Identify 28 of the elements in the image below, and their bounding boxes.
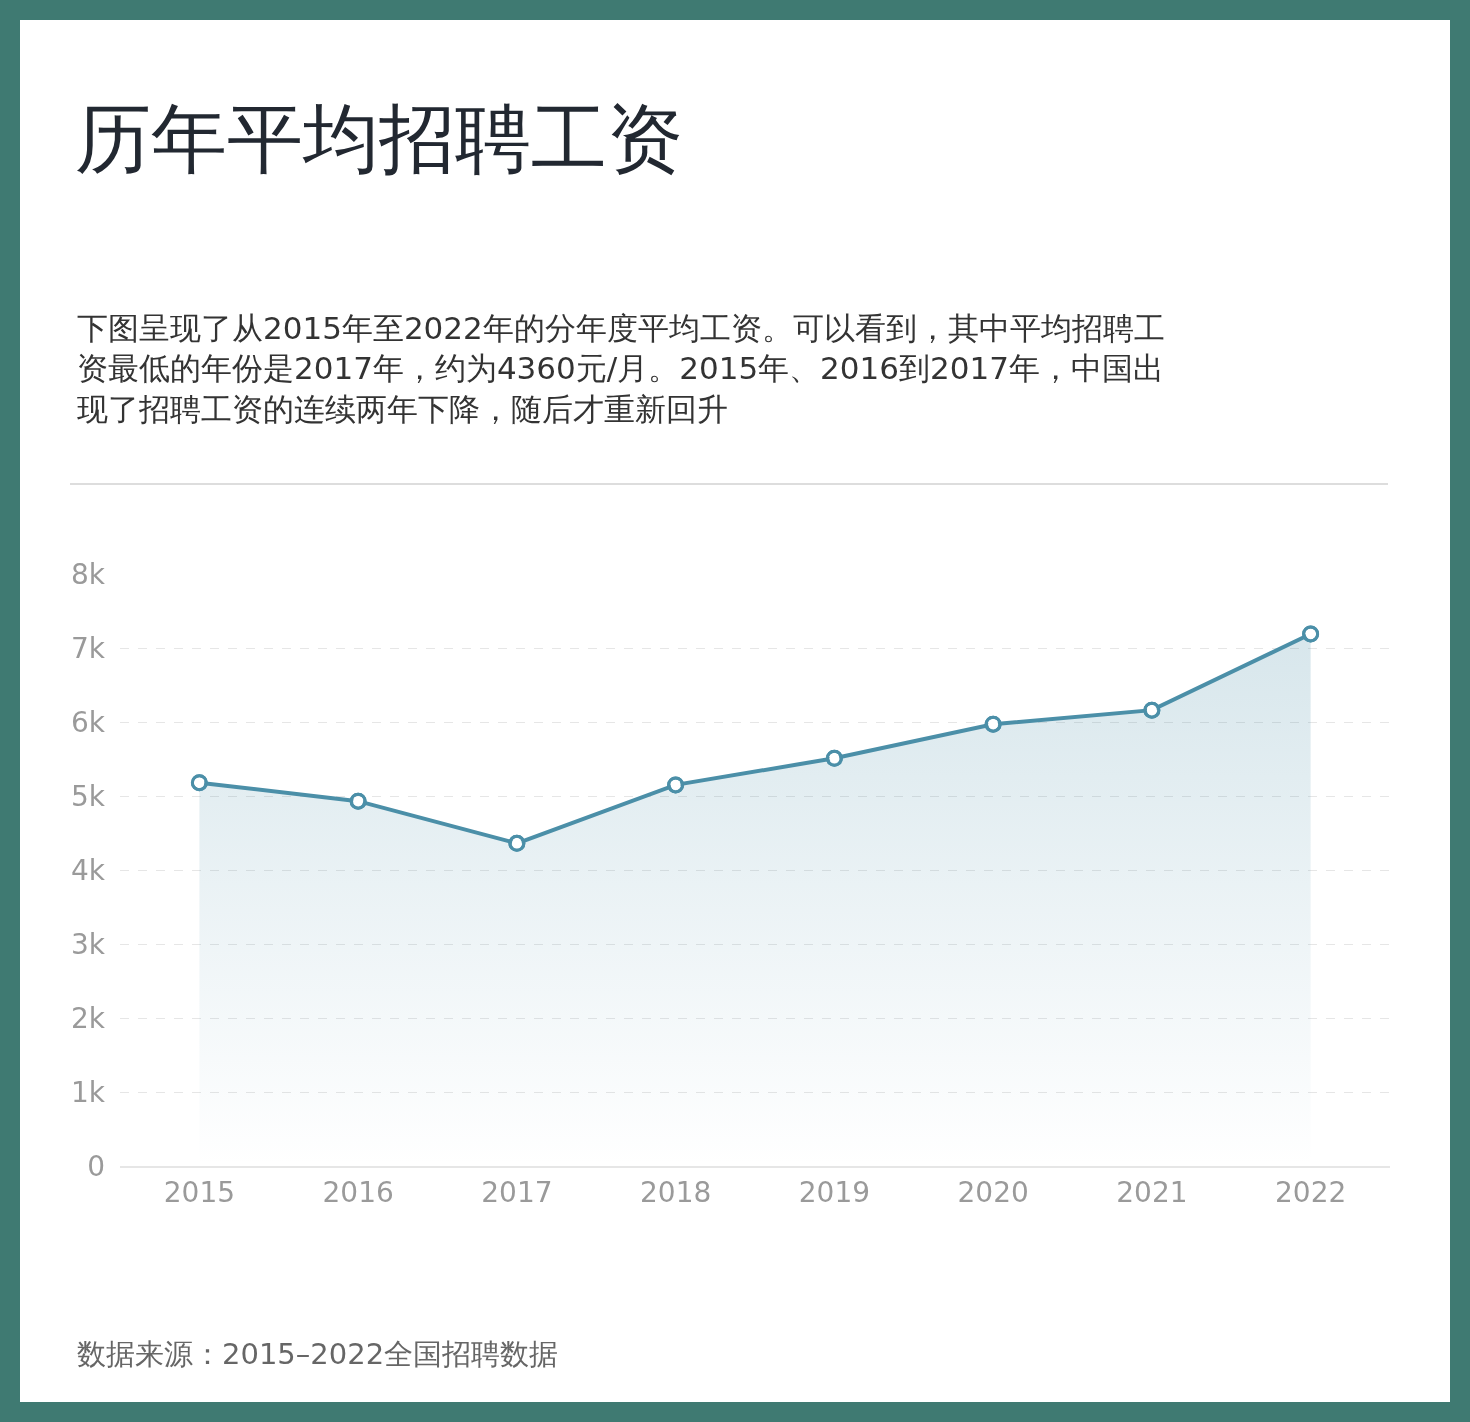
x-tick-label: 2016 bbox=[322, 1175, 394, 1209]
y-tick-label: 5k bbox=[70, 779, 106, 813]
y-tick-label: 7k bbox=[70, 631, 106, 665]
point bbox=[1143, 701, 1161, 719]
chart-title: 历年平均招聘工资 bbox=[75, 94, 683, 184]
y-tick-label: 2k bbox=[70, 1001, 106, 1035]
point bbox=[667, 776, 685, 794]
x-tick-label: 2017 bbox=[481, 1175, 553, 1209]
y-tick-label: 6k bbox=[70, 705, 106, 739]
point bbox=[508, 834, 526, 852]
y-tick-label: 3k bbox=[70, 927, 106, 961]
chart-subtitle: 下图呈现了从2015年至2022年的分年度平均工资。可以看到，其中平均招聘工资最低的年份是2017年，约为4360元/月。2015年、2016到2017年，中国出现了招聘工资的连续两年下降，随后才重新回升 bbox=[77, 310, 1165, 427]
x-tick-label: 2019 bbox=[798, 1175, 871, 1209]
y-tick-label: 4k bbox=[70, 853, 106, 887]
point bbox=[825, 749, 843, 767]
source-note: 数据来源：2015–2022全国招聘数据 bbox=[77, 1337, 559, 1371]
x-tick-label: 2020 bbox=[957, 1175, 1029, 1209]
y-tick-label: 1k bbox=[70, 1075, 106, 1109]
point bbox=[1302, 625, 1320, 643]
y-tick-label: 8k bbox=[70, 557, 106, 591]
x-tick-label: 2021 bbox=[1116, 1175, 1188, 1209]
point bbox=[190, 774, 208, 792]
x-tick-label: 2022 bbox=[1275, 1175, 1347, 1209]
y-tick-label: 0 bbox=[87, 1149, 105, 1183]
point bbox=[349, 792, 367, 810]
point bbox=[984, 715, 1002, 733]
x-tick-label: 2015 bbox=[163, 1175, 236, 1209]
x-tick-label: 2018 bbox=[640, 1175, 712, 1209]
